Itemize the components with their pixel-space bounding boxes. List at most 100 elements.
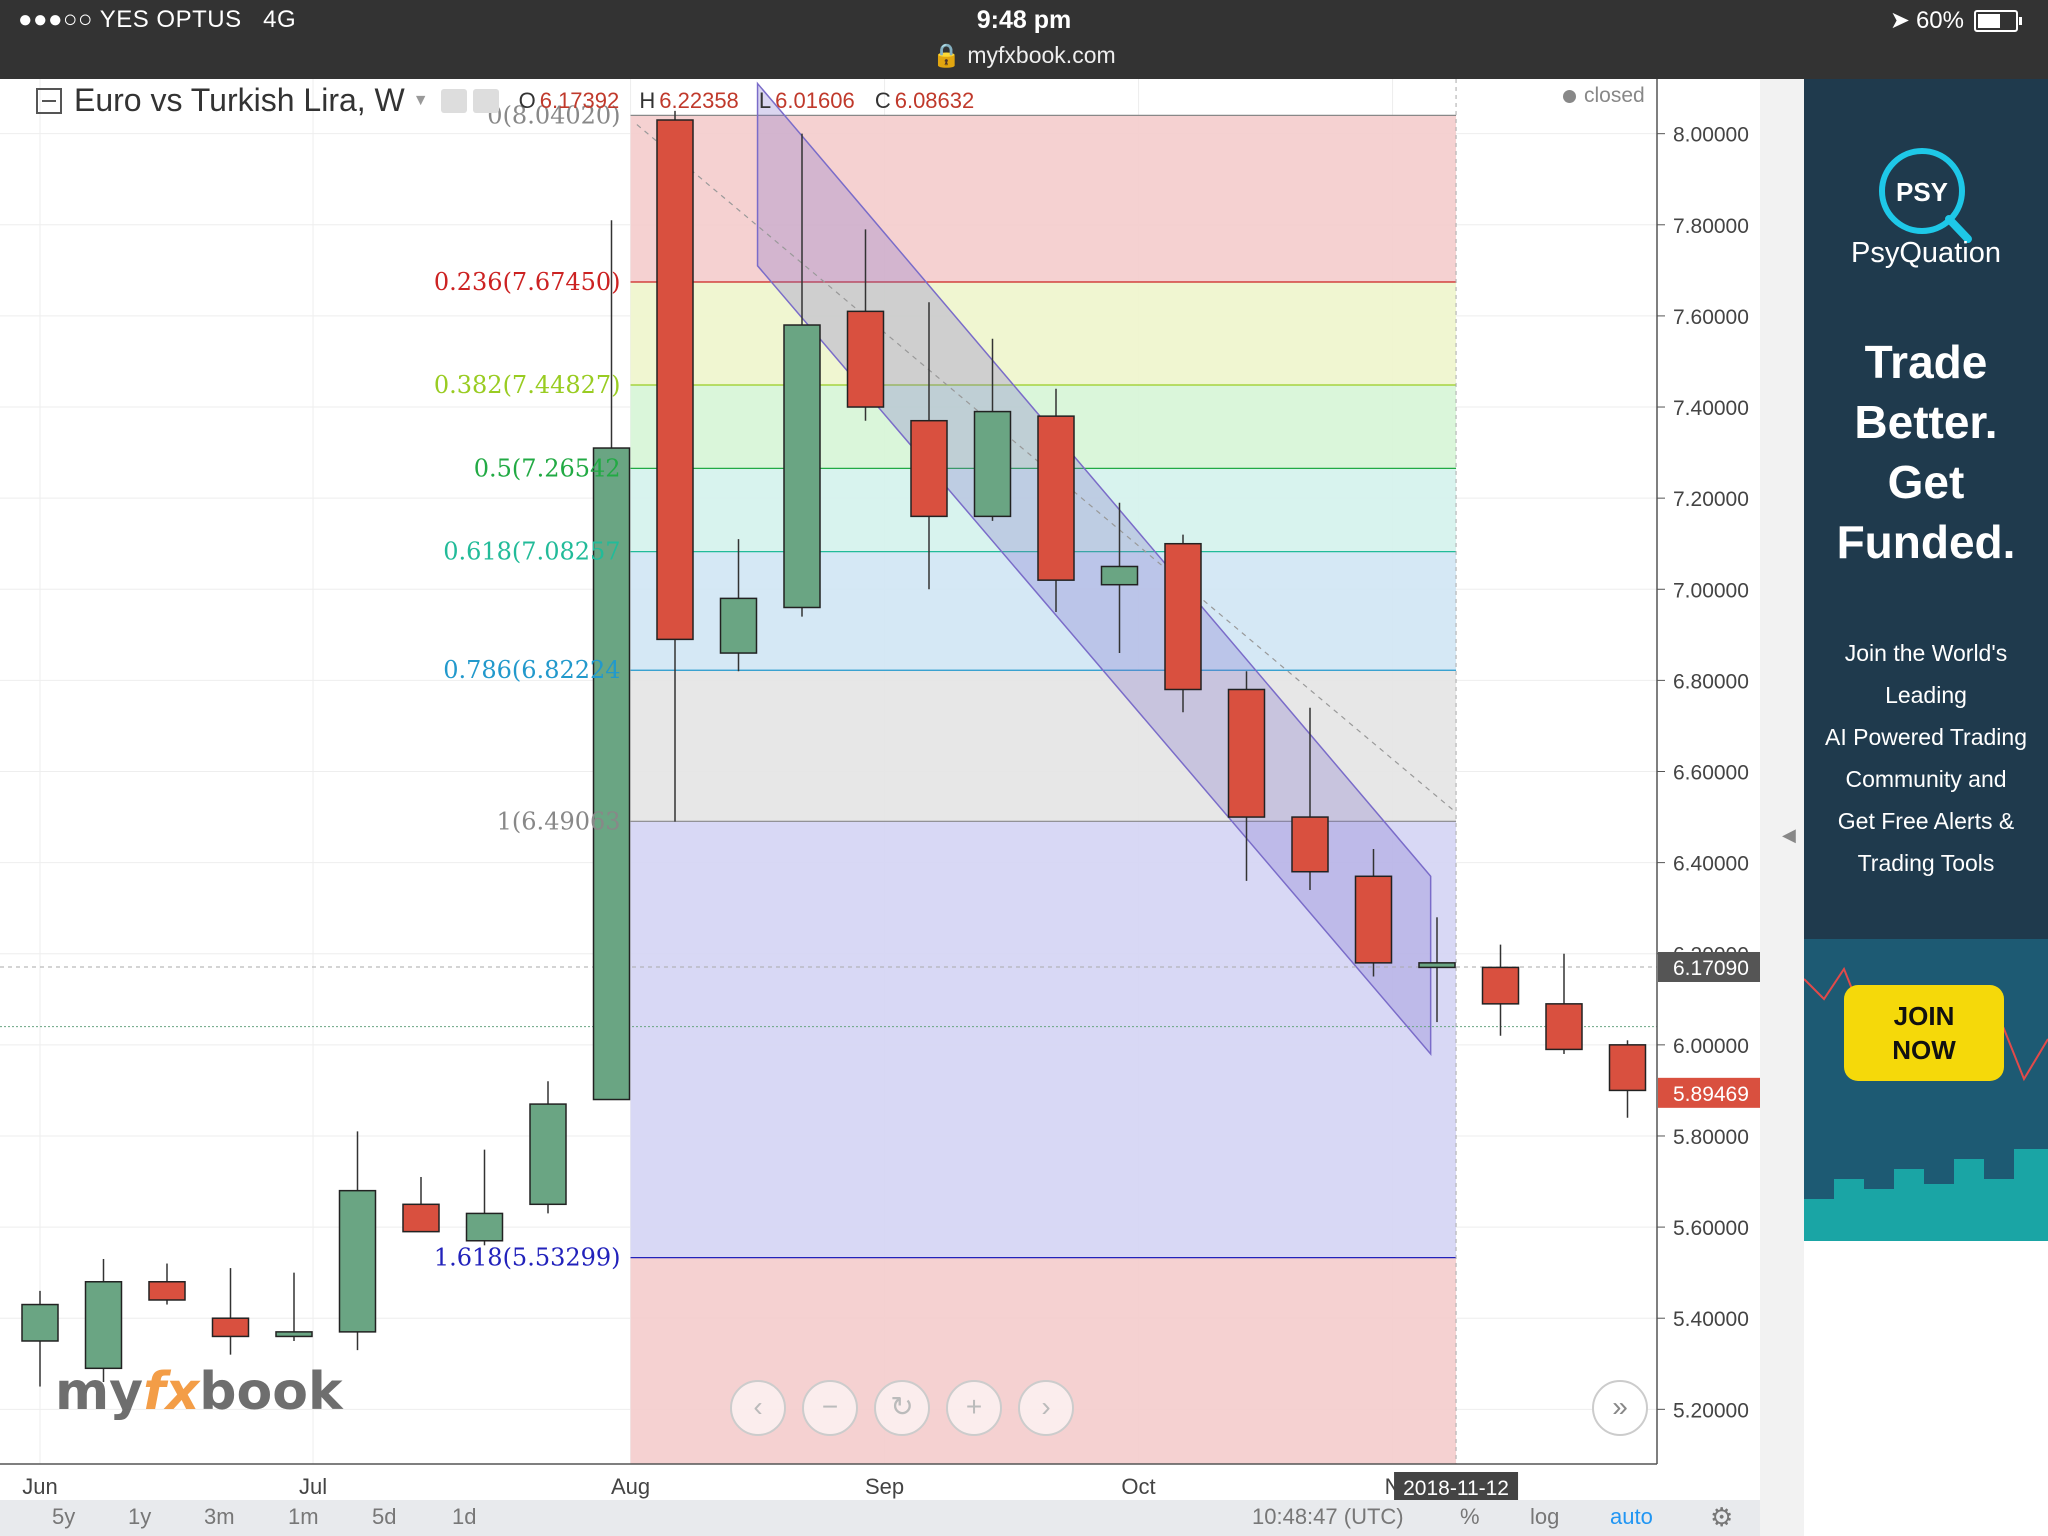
settings-gear-icon[interactable]: ⚙ (1710, 1502, 1734, 1532)
chart-nav-controls: ‹ − ↻ + › (730, 1380, 1074, 1436)
price-tick-label: 5.40000 (1673, 1308, 1749, 1331)
join-now-button[interactable]: JOIN NOW (1844, 985, 2004, 1081)
price-tick-label: 8.00000 (1673, 124, 1749, 147)
candle-body (211, 1317, 250, 1338)
price-tick-label: 7.40000 (1673, 397, 1749, 420)
chart-pane[interactable]: 0(8.04020) 0.236(7.67450) 0.382(7.44827) 0.… (0, 79, 1780, 1536)
price-tick-label: 7.80000 (1673, 215, 1749, 238)
scroll-left-button[interactable]: ‹ (730, 1380, 786, 1436)
chart-bottom-toolbar: 5y 1y 3m 1m 5d 1d 10:48:47 (UTC) % log a… (0, 1500, 1780, 1536)
candle-body (465, 1212, 504, 1242)
candle-body (21, 1303, 59, 1342)
open-value: 6.17392 (539, 87, 620, 113)
ad-headline-line: Get (1887, 456, 1965, 508)
carrier-label: ●●●○○ YES OPTUS (18, 6, 242, 33)
fib-band (630, 670, 1457, 822)
scroll-to-realtime-button[interactable]: » (1592, 1380, 1648, 1436)
candle-body (719, 597, 758, 654)
auto-toggle[interactable]: auto (1610, 1504, 1653, 1529)
fib-level-label: 0.5(7.26542 (474, 454, 621, 482)
candle-body (148, 1281, 186, 1301)
reset-button[interactable]: ↻ (874, 1380, 930, 1436)
chevron-down-icon[interactable]: ▼ (412, 91, 429, 109)
candle-body (846, 310, 885, 408)
ad-chart-graphic (1804, 939, 2048, 1241)
now-label: NOW (1892, 1035, 1956, 1065)
fib-level-label: 1(6.49063 (497, 807, 621, 835)
candle-body (973, 410, 1012, 518)
range-3m[interactable]: 3m (204, 1504, 235, 1529)
price-chart[interactable]: 0(8.04020) 0.236(7.67450) 0.382(7.44827) 0.… (0, 79, 1760, 1536)
ad-headline-line: Trade (1864, 336, 1988, 388)
battery-icon (1974, 9, 2022, 32)
address-bar[interactable]: 🔒 myfxbook.com (932, 42, 1116, 68)
market-status-label: closed (1584, 84, 1645, 107)
candle-body (1164, 542, 1202, 691)
ad-brand: PsyQuation (1851, 237, 2001, 269)
time-tick-label: Oct (1121, 1474, 1155, 1499)
price-tick-label: 7.00000 (1673, 579, 1749, 602)
battery-status: ➤ 60% (1889, 6, 2022, 35)
price-tick-label: 6.80000 (1673, 670, 1749, 693)
symbol-title[interactable]: Euro vs Turkish Lira, W (74, 82, 405, 118)
high-label: H (639, 87, 656, 113)
candle-body (402, 1203, 440, 1233)
current-price-tag: 6.17090 (1673, 957, 1749, 980)
range-1y[interactable]: 1y (128, 1504, 152, 1529)
low-label: L (758, 87, 772, 113)
current-price-tag-bg (1658, 951, 1760, 982)
percent-toggle[interactable]: % (1460, 1504, 1480, 1529)
url-label: myfxbook.com (967, 42, 1116, 68)
last-price-tag-bg (1658, 1077, 1760, 1108)
candle-body (84, 1281, 123, 1370)
low-value: 6.01606 (775, 87, 855, 113)
range-1d[interactable]: 1d (452, 1504, 477, 1529)
ad-headline-line: Better. (1854, 396, 1998, 448)
fib-level-label: 0(8.04020) (487, 101, 620, 129)
candle-body (1037, 415, 1075, 581)
scroll-right-button[interactable]: › (1018, 1380, 1074, 1436)
fib-band (630, 821, 1457, 1258)
ad-subtext-line: Trading Tools (1857, 850, 1995, 876)
ad-subtext-line: Join the World's (1844, 640, 2008, 666)
price-tick-label: 6.00000 (1673, 1035, 1749, 1058)
collapse-icon[interactable] (36, 87, 62, 114)
psyquation-ad[interactable]: PSY PsyQuation Trade Better. Get Funded.… (1804, 79, 2048, 1241)
candle-body (1608, 1044, 1647, 1092)
crosshair-date-label: 2018-11-12 (1403, 1477, 1509, 1500)
clock: 9:48 pm (976, 6, 1072, 34)
ad-subtext-line: Leading (1885, 682, 1967, 708)
eye-icon[interactable] (440, 88, 467, 113)
zoom-in-button[interactable]: + (946, 1380, 1002, 1436)
log-toggle[interactable]: log (1530, 1504, 1560, 1529)
close-value: 6.08632 (894, 87, 975, 113)
fib-band (630, 281, 1457, 386)
ad-subtext-line: Get Free Alerts & (1837, 808, 2015, 834)
candle-body (338, 1189, 377, 1333)
network-label: 4G (263, 6, 297, 33)
chart-legend: Euro vs Turkish Lira, W ▼ O 6.17392 H 6.22… (36, 82, 988, 119)
price-tick-label: 7.60000 (1673, 306, 1749, 329)
ad-subtext-line: Community and (1845, 766, 2007, 792)
side-scroll-strip: ◀ (1760, 79, 1804, 1536)
last-price-tag: 5.89469 (1673, 1083, 1749, 1106)
price-tick-label: 5.80000 (1673, 1126, 1749, 1149)
range-1m[interactable]: 1m (288, 1504, 319, 1529)
gear-icon[interactable] (472, 88, 499, 113)
fib-level-label: 1.618(5.53299) (434, 1244, 621, 1272)
candle-body (1227, 688, 1266, 818)
price-axis-bg (1657, 79, 1760, 1499)
ad-logo-text: PSY (1896, 177, 1948, 207)
range-5y[interactable]: 5y (52, 1504, 76, 1529)
battery-percent: 60% (1915, 6, 1964, 34)
fib-level-label: 0.786(6.82224 (443, 656, 620, 684)
chevron-left-icon[interactable]: ◀ (1782, 825, 1796, 845)
fib-level-label: 0.618(7.08257 (443, 538, 620, 566)
location-icon: ➤ (1889, 7, 1910, 34)
candle-body (1354, 875, 1393, 964)
time-tick-label: Sep (865, 1474, 904, 1499)
candle-body (275, 1331, 313, 1338)
zoom-out-button[interactable]: − (802, 1380, 858, 1436)
range-5d[interactable]: 5d (372, 1504, 397, 1529)
ohlc-values: O 6.17392 H 6.22358 L 6.01606 C 6.08632 (519, 88, 989, 114)
